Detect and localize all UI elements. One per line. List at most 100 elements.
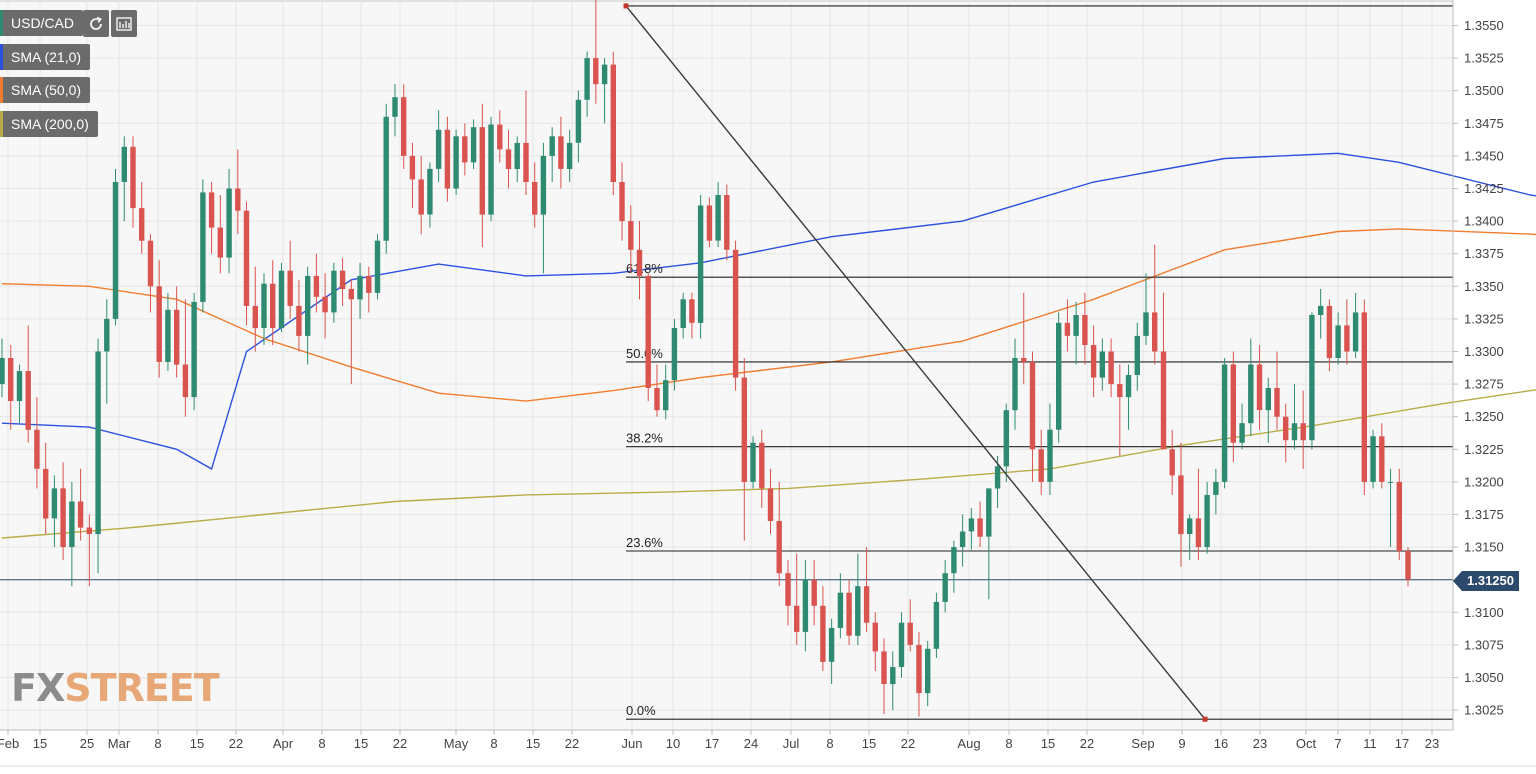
candle-body xyxy=(1082,315,1088,345)
candle-body xyxy=(427,168,433,215)
refresh-button[interactable] xyxy=(83,10,109,37)
candle-body xyxy=(1396,481,1402,551)
candle xyxy=(1143,273,1149,345)
fib-level-label: 61.8% xyxy=(626,261,663,276)
candle xyxy=(243,201,250,326)
legend-sma-200[interactable]: SMA (200,0) xyxy=(0,111,98,137)
candle xyxy=(1213,468,1219,515)
candle-body xyxy=(732,249,739,378)
trendline-handle-start[interactable] xyxy=(623,3,629,9)
candle-body xyxy=(383,116,389,241)
trendline[interactable] xyxy=(623,3,1208,722)
candle-body xyxy=(104,318,110,352)
candle-body xyxy=(514,142,520,169)
candle xyxy=(645,273,651,402)
candle xyxy=(968,507,975,550)
candle xyxy=(872,612,878,671)
grid-lines xyxy=(0,0,1453,730)
trendline-segment[interactable] xyxy=(625,5,1206,720)
price-tick-label: 1.3525 xyxy=(1464,51,1504,66)
date-tick-label: 8 xyxy=(490,736,497,751)
watermark-street: STREET xyxy=(64,666,219,710)
candle xyxy=(462,123,468,176)
candle xyxy=(1335,312,1341,365)
candle xyxy=(1248,338,1254,437)
candle-body xyxy=(1134,335,1140,375)
date-tick-label: 8 xyxy=(826,736,833,751)
price-axis[interactable]: 1.3550 1.3525 1.3500 1.3475 1.3450 1.3425 1.34… xyxy=(1452,0,1504,730)
date-tick-label: 23 xyxy=(1253,736,1267,751)
date-axis[interactable]: Feb 15 25 Mar 8 15 22 Apr 8 15 22 May 8 15 22 Jun 10 17 24… xyxy=(0,729,1536,767)
candle-body xyxy=(1038,449,1044,482)
candle xyxy=(1405,547,1411,587)
candle-body xyxy=(619,182,625,222)
candle xyxy=(1379,423,1385,489)
candle xyxy=(1108,338,1114,398)
candle-body xyxy=(1230,364,1236,443)
candle xyxy=(977,501,983,548)
date-tick-label: 25 xyxy=(80,736,94,751)
price-tick-label: 1.3325 xyxy=(1464,311,1504,326)
date-tick-label: 22 xyxy=(565,736,579,751)
candle-body xyxy=(1152,312,1158,352)
candle-body xyxy=(374,240,381,293)
candle xyxy=(497,110,503,163)
candle-body xyxy=(776,521,782,574)
candle-body xyxy=(1169,449,1175,476)
candle-body xyxy=(584,58,590,100)
candle xyxy=(348,279,354,385)
date-tick-label: 16 xyxy=(1214,736,1228,751)
candle xyxy=(1256,344,1263,430)
candle xyxy=(1300,390,1306,469)
candle-body xyxy=(0,358,5,385)
candles xyxy=(0,0,1411,717)
candle-body xyxy=(933,601,940,649)
candle xyxy=(409,142,416,209)
candle-body xyxy=(1283,416,1289,441)
candle-body xyxy=(95,351,101,535)
candle xyxy=(51,475,58,548)
candle xyxy=(25,325,31,443)
candle xyxy=(610,51,616,196)
date-tick-label: 17 xyxy=(705,736,719,751)
candle-body xyxy=(1274,388,1280,417)
price-tick-label: 1.3475 xyxy=(1464,116,1504,131)
candle-body xyxy=(1300,423,1306,441)
candle xyxy=(593,0,599,104)
candle-body xyxy=(505,149,512,169)
candle-body xyxy=(654,388,660,411)
candle-body xyxy=(322,296,328,313)
candle-body xyxy=(121,146,127,182)
candle xyxy=(1160,292,1167,450)
candle xyxy=(357,262,363,319)
candle xyxy=(0,338,5,398)
candle xyxy=(505,129,512,189)
candle xyxy=(1073,301,1079,365)
candle-body xyxy=(1108,351,1114,385)
candle-body xyxy=(741,377,747,482)
candle xyxy=(1056,312,1062,443)
candle-body xyxy=(1012,358,1018,411)
price-tick-label: 1.3150 xyxy=(1464,540,1504,555)
candle xyxy=(523,90,529,196)
candle-body xyxy=(479,127,485,215)
candle-body xyxy=(1344,325,1350,352)
legend-sma-50[interactable]: SMA (50,0) xyxy=(0,77,91,103)
trendline-handle-end[interactable] xyxy=(1202,716,1208,722)
chart-settings-button[interactable] xyxy=(111,10,137,37)
candle-body xyxy=(331,270,337,313)
candle xyxy=(1012,338,1018,430)
symbol-label[interactable]: USD/CAD xyxy=(0,10,84,36)
candle-body xyxy=(628,221,634,250)
legend-sma-21[interactable]: SMA (21,0) xyxy=(0,44,91,70)
candle xyxy=(1029,351,1036,482)
candle-body xyxy=(863,586,870,623)
candle xyxy=(811,560,817,626)
candle xyxy=(680,292,686,339)
candle xyxy=(540,142,547,274)
candle xyxy=(1239,403,1245,450)
candle-body xyxy=(645,275,651,388)
candle xyxy=(532,162,538,228)
candle xyxy=(1221,358,1228,489)
